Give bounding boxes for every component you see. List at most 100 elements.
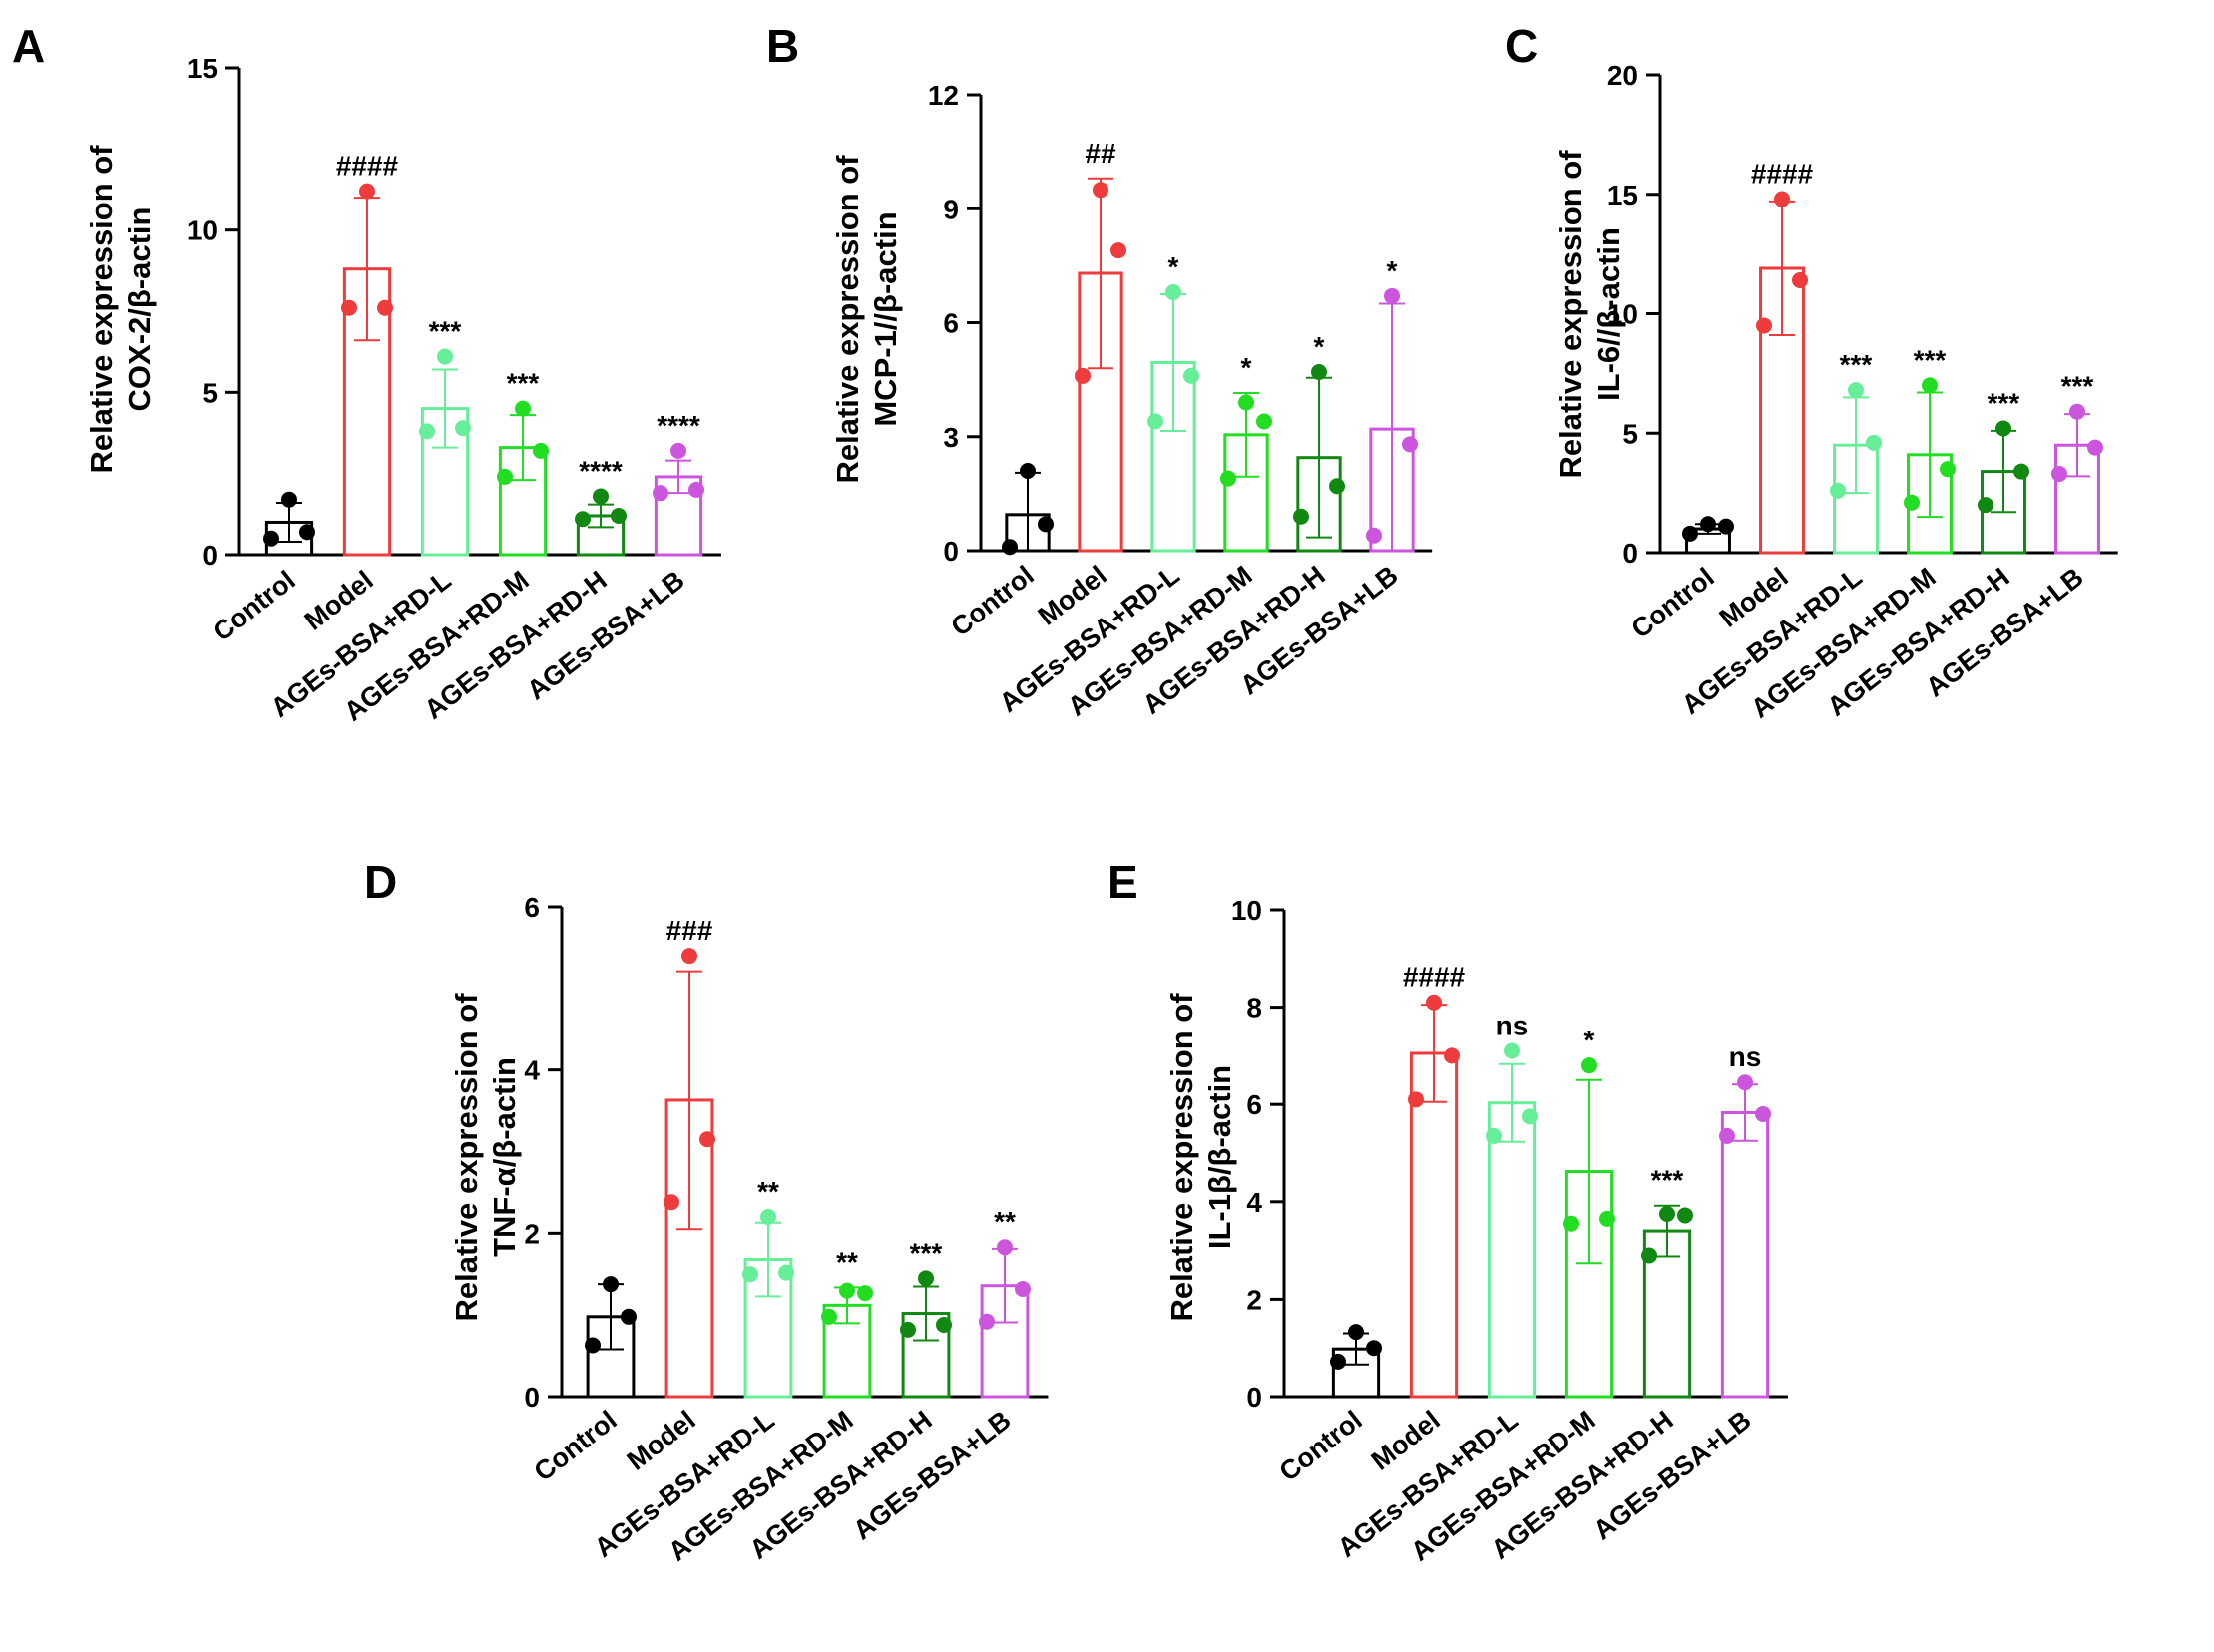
- panel-e-data-point: [1504, 1042, 1520, 1059]
- panel-c-ytick-label: 0: [1622, 538, 1638, 569]
- panel-e-ytick-label: 4: [1246, 1187, 1262, 1218]
- panel-d-ylabel: Relative expression ofTNF-α/β-actin: [449, 993, 522, 1322]
- panel-e-data-point: [1737, 1074, 1753, 1091]
- panel-c-data-point: [1940, 461, 1956, 478]
- panel-b-data-point: [1093, 182, 1108, 199]
- panel-a-data-point: [533, 442, 549, 459]
- panel-b-data-point: [1038, 516, 1054, 533]
- panel-a-data-point: [611, 507, 627, 524]
- panel-e-data-point: [1330, 1353, 1346, 1370]
- panel-b-significance-label: *: [1314, 331, 1325, 362]
- panel-c-data-point: [1904, 494, 1920, 511]
- panel-b-ytick-label: 6: [943, 308, 959, 339]
- panel-b-data-point: [1165, 284, 1181, 301]
- panel-d-data-point: [742, 1266, 758, 1283]
- panel-a-data-point: [497, 468, 513, 485]
- panel-d-data-point: [778, 1264, 794, 1281]
- panel-a-data-point: [515, 400, 531, 417]
- panel-b-significance-label: *: [1387, 255, 1398, 286]
- panel-e-significance-label: ####: [1403, 962, 1466, 993]
- panel-a-significance-label: ****: [657, 410, 700, 441]
- panel-c-ytick-label: 20: [1607, 60, 1638, 91]
- panel-e-ylabel: Relative expression ofIL-1β/β-actin: [1164, 993, 1237, 1322]
- panel-a-data-point: [688, 481, 704, 498]
- panel-a-ytick-label: 15: [187, 53, 218, 84]
- panel-b-data-point: [1329, 478, 1345, 495]
- panel-b-data-point: [1293, 508, 1309, 525]
- panel-b-ytick-label: 12: [928, 80, 959, 111]
- panel-e-data-point: [1348, 1324, 1364, 1341]
- panel-d-data-point: [585, 1337, 601, 1354]
- panel-a-significance-label: ####: [336, 151, 399, 182]
- panel-c-ylabel: Relative expression ofIL-6//β-actin: [1553, 150, 1626, 479]
- panel-d-category-label: Control: [529, 1405, 623, 1487]
- panel-d-label: D: [364, 856, 397, 908]
- panel-d-data-point: [603, 1276, 619, 1293]
- panel-e-ytick-label: 2: [1246, 1284, 1262, 1315]
- panel-d-data-point: [857, 1285, 873, 1302]
- panel-a-ytick-label: 10: [187, 215, 218, 246]
- panel-d-data-point: [979, 1313, 995, 1330]
- panel-a-significance-label: ***: [429, 316, 462, 347]
- panel-a-data-point: [575, 511, 591, 528]
- panel-b-label: B: [766, 20, 799, 72]
- panel-e-category-label: Control: [1274, 1405, 1368, 1487]
- panel-c-data-point: [1700, 516, 1716, 533]
- panel-c-significance-label: ***: [1988, 387, 2020, 418]
- panel-e-label: E: [1107, 856, 1138, 908]
- panel-a-data-point: [455, 420, 471, 437]
- panel-a-significance-label: ***: [507, 368, 540, 399]
- panel-b-data-point: [1256, 413, 1272, 430]
- panel-e-significance-label: ns: [1729, 1041, 1762, 1072]
- panel-b-data-point: [1110, 242, 1126, 259]
- panel-c-data-point: [1774, 191, 1790, 207]
- panel-c-data-point: [1830, 482, 1846, 499]
- panel-a-data-point: [359, 183, 375, 200]
- panel-e-data-point: [1366, 1340, 1382, 1357]
- panel-b-ytick-label: 0: [943, 536, 959, 567]
- panel-d-ytick-label: 2: [524, 1218, 540, 1249]
- panel-c-data-point: [2013, 463, 2029, 480]
- panel-d-data-point: [997, 1239, 1013, 1256]
- panel-b-data-point: [1384, 287, 1400, 304]
- panel-b-category-label: Control: [946, 560, 1040, 642]
- panel-e-significance-label: ns: [1496, 1011, 1529, 1041]
- panel-c-data-point: [1995, 420, 2011, 437]
- panel-d-data-point: [839, 1282, 855, 1299]
- panel-c-data-point: [2051, 465, 2067, 482]
- panel-e-data-point: [1755, 1105, 1771, 1122]
- panel-c-ytick-label: 5: [1622, 418, 1638, 449]
- panel-c-significance-label: ####: [1751, 159, 1814, 190]
- panel-b-significance-label: *: [1241, 352, 1252, 383]
- panel-b-ylabel: Relative expression ofMCP-1//β-actin: [830, 155, 903, 484]
- panel-d-data-point: [760, 1208, 776, 1225]
- panel-b-ytick-label: 3: [943, 422, 959, 453]
- panel-c-data-point: [1718, 518, 1734, 535]
- panel-e-ytick-label: 8: [1246, 993, 1262, 1024]
- panel-d-ytick-label: 6: [524, 892, 540, 923]
- panel-e-data-point: [1677, 1207, 1693, 1224]
- panel-a-category-label: Control: [208, 565, 301, 647]
- panel-e-significance-label: ***: [1651, 1165, 1684, 1196]
- panel-e-data-point: [1486, 1127, 1502, 1144]
- panel-e-data-point: [1408, 1091, 1424, 1108]
- panel-d-significance-label: **: [757, 1176, 779, 1207]
- panel-a-significance-label: ****: [579, 455, 623, 486]
- panel-d-significance-label: ###: [666, 915, 713, 946]
- panel-a-data-point: [281, 491, 297, 508]
- panel-d-data-point: [699, 1131, 715, 1148]
- panel-b-data-point: [1238, 394, 1254, 411]
- panel-c-data-point: [1978, 497, 1993, 514]
- panel-e-data-point: [1444, 1047, 1460, 1064]
- panel-d-data-point: [821, 1308, 837, 1325]
- panel-b-data-point: [1147, 413, 1163, 430]
- panel-e-data-point: [1659, 1206, 1675, 1222]
- panel-c-data-point: [1866, 434, 1882, 451]
- panel-a-data-point: [299, 524, 315, 541]
- panel-e-data-point: [1426, 994, 1442, 1011]
- panel-a-ylabel: Relative expression ofCOX-2/β-actin: [84, 145, 157, 474]
- panel-b-data-point: [1311, 364, 1327, 381]
- panel-a-data-point: [377, 299, 393, 316]
- panel-b-data-point: [1002, 539, 1018, 556]
- panel-d-significance-label: ***: [910, 1237, 943, 1268]
